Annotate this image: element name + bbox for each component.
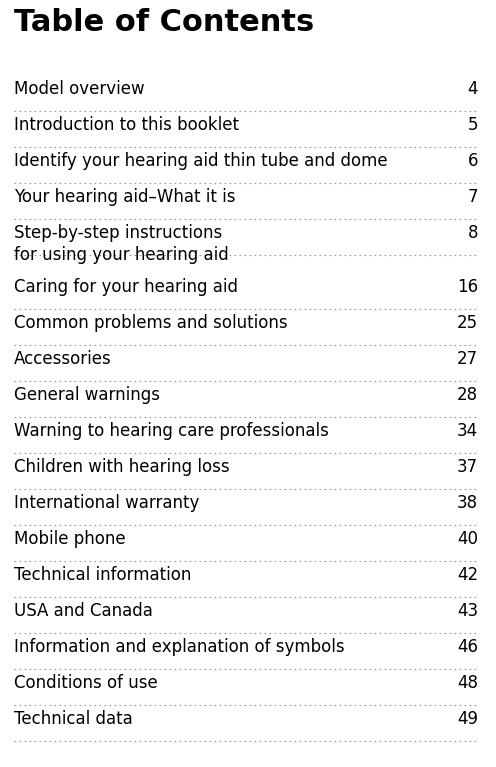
- Text: Introduction to this booklet: Introduction to this booklet: [14, 116, 239, 134]
- Text: 6: 6: [468, 152, 478, 170]
- Text: 25: 25: [457, 314, 478, 332]
- Text: Table of Contents: Table of Contents: [14, 8, 314, 37]
- Text: 27: 27: [457, 350, 478, 368]
- Text: Step-by-step instructions
for using your hearing aid: Step-by-step instructions for using your…: [14, 224, 229, 264]
- Text: Information and explanation of symbols: Information and explanation of symbols: [14, 638, 345, 656]
- Text: Your hearing aid–What it is: Your hearing aid–What it is: [14, 188, 236, 206]
- Text: 43: 43: [457, 602, 478, 620]
- Text: 4: 4: [468, 80, 478, 98]
- Text: International warranty: International warranty: [14, 494, 199, 512]
- Text: Children with hearing loss: Children with hearing loss: [14, 458, 230, 476]
- Text: Common problems and solutions: Common problems and solutions: [14, 314, 288, 332]
- Text: Accessories: Accessories: [14, 350, 112, 368]
- Text: 16: 16: [457, 278, 478, 296]
- Text: 42: 42: [457, 566, 478, 584]
- Text: Mobile phone: Mobile phone: [14, 530, 125, 548]
- Text: 37: 37: [457, 458, 478, 476]
- Text: 28: 28: [457, 386, 478, 404]
- Text: 46: 46: [457, 638, 478, 656]
- Text: 5: 5: [468, 116, 478, 134]
- Text: 8: 8: [468, 224, 478, 242]
- Text: 40: 40: [457, 530, 478, 548]
- Text: Caring for your hearing aid: Caring for your hearing aid: [14, 278, 238, 296]
- Text: Warning to hearing care professionals: Warning to hearing care professionals: [14, 422, 329, 440]
- Text: 7: 7: [468, 188, 478, 206]
- Text: General warnings: General warnings: [14, 386, 160, 404]
- Text: 34: 34: [457, 422, 478, 440]
- Text: Technical information: Technical information: [14, 566, 191, 584]
- Text: Technical data: Technical data: [14, 710, 133, 728]
- Text: 48: 48: [457, 674, 478, 692]
- Text: 49: 49: [457, 710, 478, 728]
- Text: Conditions of use: Conditions of use: [14, 674, 158, 692]
- Text: 38: 38: [457, 494, 478, 512]
- Text: USA and Canada: USA and Canada: [14, 602, 153, 620]
- Text: Model overview: Model overview: [14, 80, 145, 98]
- Text: Identify your hearing aid thin tube and dome: Identify your hearing aid thin tube and …: [14, 152, 388, 170]
